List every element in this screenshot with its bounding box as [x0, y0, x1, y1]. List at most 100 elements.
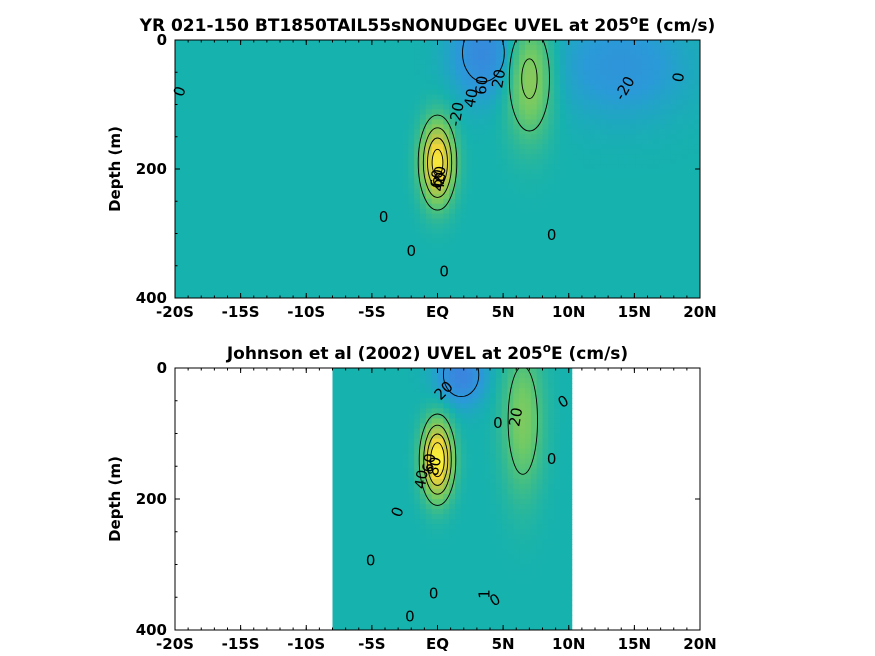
- heatmap-cell: [490, 223, 497, 230]
- heatmap-cell: [180, 268, 188, 274]
- heatmap-cell: [344, 509, 351, 515]
- heatmap-cell: [268, 40, 275, 46]
- heatmap-cell: [192, 59, 199, 66]
- heatmap-cell: [350, 54, 357, 61]
- heatmap-cell: [624, 104, 631, 111]
- heatmap-cell: [332, 149, 339, 155]
- heatmap-cell: [338, 248, 345, 254]
- heatmap-cell: [215, 144, 223, 150]
- heatmap-cell: [332, 238, 339, 245]
- heatmap-cell: [460, 149, 468, 155]
- heatmap-cell: [332, 478, 339, 485]
- heatmap-cell: [402, 188, 409, 195]
- heatmap-cell: [466, 193, 474, 200]
- heatmap-cell: [659, 173, 666, 180]
- heatmap-cell: [268, 208, 275, 215]
- heatmap-cell: [367, 203, 374, 210]
- heatmap-cell: [490, 59, 497, 66]
- heatmap-cell: [455, 74, 462, 81]
- heatmap-cell: [653, 268, 660, 274]
- heatmap-cell: [297, 248, 304, 254]
- heatmap-cell: [460, 243, 468, 249]
- heatmap-cell: [309, 258, 316, 264]
- heatmap-cell: [635, 193, 643, 200]
- heatmap-cell: [530, 54, 538, 61]
- heatmap-cell: [332, 44, 339, 51]
- heatmap-cell: [262, 164, 269, 170]
- heatmap-cell: [332, 383, 339, 389]
- heatmap-cell: [577, 164, 584, 170]
- heatmap-cell: [338, 44, 345, 51]
- heatmap-cell: [355, 84, 363, 91]
- heatmap-cell: [396, 49, 404, 56]
- heatmap-cell: [414, 273, 421, 279]
- heatmap-cell: [420, 49, 427, 56]
- heatmap-cell: [414, 248, 421, 254]
- heatmap-cell: [501, 243, 509, 249]
- heatmap-cell: [565, 154, 573, 160]
- heatmap-cell: [239, 104, 246, 111]
- heatmap-cell: [315, 213, 322, 220]
- heatmap-cell: [210, 238, 217, 245]
- heatmap-cell: [379, 198, 386, 205]
- heatmap-cell: [682, 238, 689, 245]
- heatmap-cell: [653, 134, 660, 140]
- heatmap-cell: [425, 283, 433, 289]
- heatmap-cell: [694, 154, 700, 160]
- heatmap-cell: [402, 134, 409, 140]
- heatmap-cell: [274, 164, 281, 170]
- heatmap-cell: [548, 154, 555, 160]
- heatmap-cell: [600, 218, 608, 225]
- heatmap-cell: [595, 213, 602, 220]
- heatmap-cell: [694, 144, 700, 150]
- heatmap-cell: [262, 94, 269, 101]
- heatmap-cell: [635, 283, 643, 289]
- heatmap-cell: [548, 159, 555, 165]
- heatmap-cell: [554, 263, 561, 269]
- heatmap-cell: [355, 208, 363, 215]
- heatmap-cell: [367, 218, 374, 225]
- heatmap-cell: [635, 124, 643, 130]
- heatmap-cell: [466, 40, 474, 46]
- heatmap-cell: [682, 49, 689, 56]
- heatmap-cell: [361, 159, 369, 165]
- heatmap-cell: [600, 119, 608, 125]
- heatmap-cell: [676, 149, 684, 155]
- heatmap-cell: [396, 223, 404, 230]
- heatmap-cell: [571, 243, 579, 249]
- heatmap-cell: [297, 253, 304, 259]
- heatmap-cell: [606, 99, 614, 106]
- heatmap-cell: [641, 40, 649, 46]
- heatmap-cell: [478, 283, 485, 289]
- heatmap-cell: [285, 54, 293, 61]
- heatmap-cell: [542, 248, 549, 254]
- heatmap-cell: [600, 203, 608, 210]
- heatmap-cell: [303, 64, 310, 71]
- heatmap-cell: [262, 44, 269, 51]
- heatmap-cell: [548, 213, 555, 220]
- heatmap-cell: [227, 124, 234, 130]
- heatmap-cell: [525, 159, 532, 165]
- heatmap-cell: [204, 159, 211, 165]
- heatmap-cell: [624, 89, 631, 96]
- heatmap-cell: [542, 114, 549, 120]
- heatmap-cell: [600, 69, 608, 76]
- heatmap-cell: [250, 273, 258, 279]
- heatmap-cell: [437, 243, 444, 249]
- heatmap-cell: [396, 273, 404, 279]
- heatmap-cell: [227, 233, 234, 240]
- heatmap-cell: [635, 49, 643, 56]
- heatmap-cell: [682, 248, 689, 254]
- heatmap-cell: [256, 218, 264, 225]
- heatmap-cell: [215, 94, 223, 101]
- heatmap-cell: [256, 149, 264, 155]
- heatmap-cell: [437, 218, 444, 225]
- heatmap-cell: [565, 84, 573, 91]
- heatmap-cell: [256, 258, 264, 264]
- heatmap-cell: [548, 134, 555, 140]
- heatmap-cell: [490, 54, 497, 61]
- heatmap-cell: [175, 253, 182, 259]
- heatmap-cell: [495, 278, 503, 284]
- heatmap-cell: [449, 149, 456, 155]
- heatmap-cell: [303, 288, 310, 294]
